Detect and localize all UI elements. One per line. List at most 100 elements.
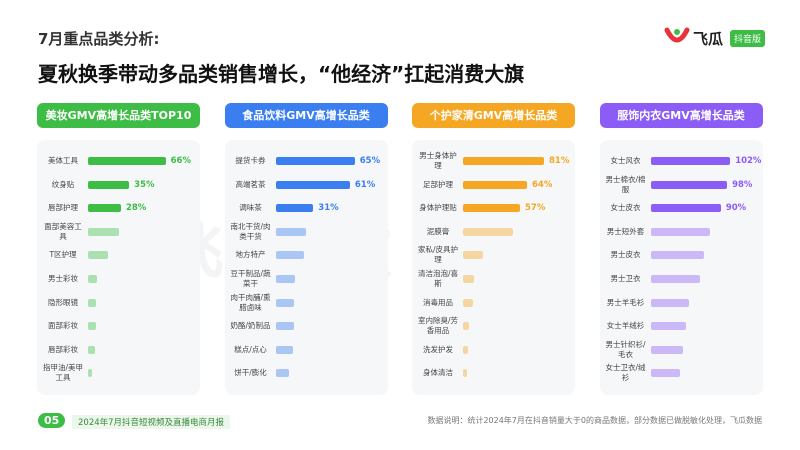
category-label: 男士短外套 [606, 226, 645, 236]
bar [88, 157, 166, 165]
bar [463, 227, 513, 236]
value-label: 102% [735, 156, 762, 166]
bar [275, 298, 294, 307]
bar [463, 345, 468, 354]
bar [650, 298, 689, 307]
category-label: 男士彩妆 [48, 274, 78, 283]
value-label: 66% [170, 156, 191, 166]
bar [650, 204, 721, 213]
logo-badge: 抖音版 [730, 30, 766, 47]
bar [463, 369, 467, 378]
category-label: 足部护理 [423, 179, 453, 189]
value-label: 28% [125, 203, 147, 214]
category-label: 身体清洁 [423, 368, 453, 378]
bar [650, 180, 728, 189]
value-label: 61% [354, 179, 376, 190]
category-label: 豆干制品/蔬菜干 [230, 269, 271, 288]
logo: 飞瓜 [693, 30, 724, 48]
category-label: 男士皮衣 [610, 250, 641, 260]
category-label: 饼干/膨化 [234, 368, 267, 378]
bar [275, 227, 306, 236]
report-name: 2024年7月抖音短视频及直播电商月报 [72, 415, 231, 429]
value-label: 98% [732, 179, 753, 190]
category-label: 泥膜膏 [426, 226, 450, 236]
category-label: 高端茗茶 [235, 179, 266, 189]
data-note: 数据说明：统计2024年7月在抖音销量大于0的商品数据，部分数据已做脱敏化处理，… [427, 416, 762, 425]
category-label: 南北干货/肉类干货 [230, 221, 271, 241]
logo-icon [664, 27, 690, 43]
bar [88, 298, 97, 307]
chart-title: 食品饮料GMV高增长品类TOP10 [224, 103, 388, 147]
category-label: 室内除臭/芳香用品 [417, 316, 459, 336]
category-label: 调味茶 [239, 203, 262, 213]
category-label: 男士卫衣 [610, 274, 641, 283]
category-label: 奶酪/奶制品 [230, 321, 271, 331]
bar [88, 227, 119, 236]
bar [88, 251, 108, 260]
category-label: 女士卫衣/绒衫 [605, 363, 646, 383]
bar [275, 345, 293, 354]
bar [650, 157, 731, 165]
bar [650, 345, 684, 354]
category-label: 身体护理贴 [419, 203, 457, 213]
category-label: 洗发护发 [423, 344, 453, 354]
chart-title: 美妆GMV高增长品类TOP10 [37, 103, 200, 128]
bar [88, 369, 92, 378]
value-label: 31% [318, 203, 339, 214]
category-label: 面部美容工具 [44, 221, 82, 241]
bar [650, 251, 704, 260]
category-label: 糕点/点心 [234, 344, 267, 354]
value-label: 35% [134, 179, 155, 190]
bar [275, 275, 295, 283]
bar [275, 204, 314, 213]
page-number: 05 [38, 413, 66, 428]
bar [275, 180, 350, 189]
value-label: 90% [725, 203, 747, 214]
category-label: 男士针织衫/毛衣 [605, 339, 646, 359]
subtitle: 7月重点品类分析: [38, 30, 160, 48]
category-label: 美体工具 [48, 156, 78, 165]
category-label: 唇部护理 [48, 203, 78, 213]
bar [88, 322, 97, 331]
bar [650, 322, 686, 331]
bar [650, 275, 700, 283]
bar [88, 345, 96, 354]
category-label: 消毒用品 [423, 297, 453, 307]
bar [463, 275, 474, 283]
category-label: 女士羊绒衫 [606, 321, 645, 331]
chart-title: 服饰内衣GMV高增长品类TOP10 [599, 103, 763, 147]
value-label: 64% [532, 179, 553, 190]
bar [88, 204, 121, 213]
category-label: 女士皮衣 [610, 203, 641, 213]
bar [463, 157, 544, 165]
category-label: 唇部彩妆 [48, 344, 78, 354]
bar [650, 369, 681, 378]
category-label: 隐形眼镜 [48, 297, 78, 307]
category-label: 家私/皮具护理 [417, 245, 459, 265]
category-label: 女士风衣 [610, 156, 641, 165]
category-label: 男士身体护理 [419, 151, 457, 170]
title: 夏秋换季带动多品类销售增长，“他经济”扛起消费大旗 [38, 62, 525, 86]
category-label: 纹身贴 [51, 179, 75, 189]
chart-title: 个护家清GMV高增长品类TOP10 [412, 103, 575, 147]
bar [463, 204, 520, 213]
bar [275, 251, 304, 260]
bar [650, 227, 710, 236]
bar [275, 322, 294, 331]
category-label: 清洁泡泡/喜斯 [417, 269, 459, 288]
bar [88, 275, 98, 283]
category-label: 指甲油/美甲工具 [42, 363, 84, 383]
category-label: 地方特产 [235, 250, 266, 260]
bar [275, 157, 355, 165]
category-label: 男士棉衣/棉服 [605, 174, 646, 194]
bar [88, 180, 130, 189]
category-label: 男士羊毛衫 [606, 297, 645, 307]
category-label: 面部彩妆 [48, 321, 78, 331]
value-label: 81% [549, 156, 570, 166]
category-label: T区护理 [49, 250, 77, 260]
category-label: 肉干肉脯/熏腊卤味 [230, 292, 271, 312]
category-label: 提货卡券 [235, 156, 266, 165]
bar [463, 180, 527, 189]
bar [463, 251, 483, 260]
